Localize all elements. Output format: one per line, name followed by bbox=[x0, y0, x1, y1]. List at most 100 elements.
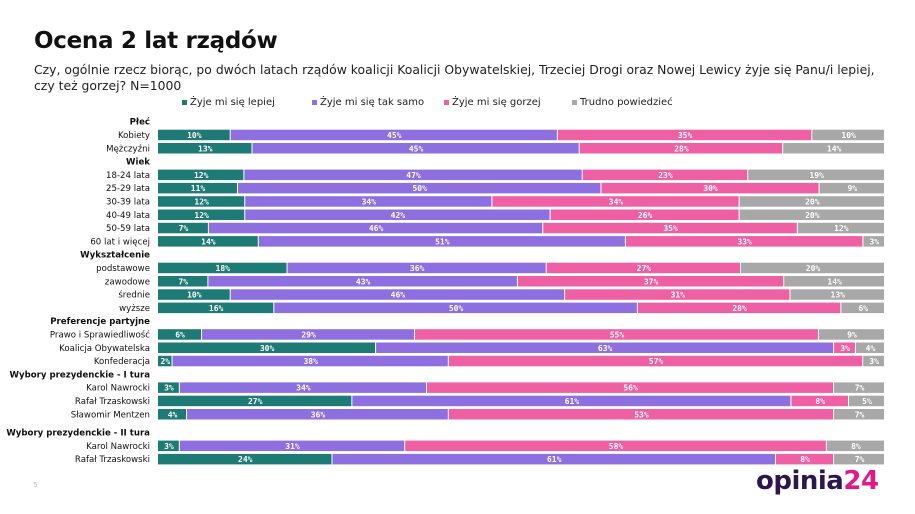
bar-segment-lepiej bbox=[158, 196, 245, 207]
page-number: 5 bbox=[33, 481, 38, 489]
legend-label-tak-samo: Żyje mi się tak samo bbox=[320, 97, 425, 108]
bar-value-label: 19% bbox=[809, 171, 824, 180]
bar-value-label: 58% bbox=[609, 442, 624, 451]
bar-segment-lepiej bbox=[158, 342, 376, 353]
bar-segment-tak-samo bbox=[237, 182, 601, 194]
bar-value-label: 7% bbox=[179, 224, 189, 233]
bar-segment-tak-samo bbox=[258, 236, 625, 247]
bar-value-label: 12% bbox=[194, 197, 209, 206]
bar-segment-gorzej bbox=[557, 129, 812, 141]
bar-segment-gorzej bbox=[834, 342, 855, 353]
bar-value-label: 43% bbox=[356, 277, 371, 286]
bar-value-label: 13% bbox=[198, 144, 213, 153]
bar-value-label: 63% bbox=[598, 344, 613, 353]
bar-segment-lepiej bbox=[158, 209, 245, 220]
bar-segment-trudno bbox=[790, 289, 884, 300]
bar-value-label: 11% bbox=[191, 184, 206, 193]
bar-segment-gorzej bbox=[637, 302, 841, 314]
row-label: 30-39 lata bbox=[106, 197, 150, 207]
bar-value-label: 8% bbox=[851, 442, 861, 451]
bar-value-label: 45% bbox=[409, 144, 424, 153]
bar-value-label: 36% bbox=[410, 264, 425, 273]
row-label: Karol Nawrocki bbox=[86, 442, 150, 452]
row-label: 40-49 lata bbox=[106, 211, 150, 221]
bar-value-label: 6% bbox=[858, 304, 868, 313]
group-heading: Płeć bbox=[130, 117, 150, 128]
row-label: 18-24 lata bbox=[106, 171, 150, 181]
legend-item-lepiej: Żyje mi się lepiej bbox=[182, 97, 312, 108]
bar-value-label: 12% bbox=[194, 171, 209, 180]
bar-value-label: 27% bbox=[637, 264, 652, 273]
bar-segment-gorzej bbox=[517, 276, 784, 287]
bar-segment-trudno bbox=[784, 276, 884, 287]
bar-value-label: 29% bbox=[301, 330, 316, 339]
row-label: średnie bbox=[118, 290, 150, 301]
bar-segment-lepiej bbox=[158, 329, 202, 340]
bar-segment-gorzej bbox=[448, 409, 834, 420]
bar-value-label: 14% bbox=[201, 237, 216, 246]
bar-value-label: 50% bbox=[412, 184, 427, 193]
bar-segment-tak-samo bbox=[230, 289, 565, 300]
row-label: Rafał Trzaskowski bbox=[75, 455, 150, 465]
bar-value-label: 31% bbox=[285, 442, 300, 451]
bar-value-label: 34% bbox=[362, 197, 377, 206]
row-label: 60 lat i więcej bbox=[90, 237, 150, 247]
bar-segment-trudno bbox=[818, 329, 884, 340]
bar-value-label: 3% bbox=[164, 384, 174, 393]
bar-value-label: 18% bbox=[216, 264, 231, 273]
bar-value-label: 3% bbox=[869, 357, 879, 366]
legend-label-gorzej: Żyje mi się gorzej bbox=[452, 97, 541, 108]
bar-value-label: 37% bbox=[644, 277, 659, 286]
bar-value-label: 38% bbox=[303, 357, 318, 366]
bar-value-label: 12% bbox=[194, 211, 209, 220]
bar-segment-lepiej bbox=[158, 355, 172, 367]
bar-segment-trudno bbox=[812, 129, 884, 141]
bar-segment-gorzej bbox=[625, 236, 863, 247]
legend-swatch-trudno bbox=[572, 100, 577, 105]
bar-value-label: 30% bbox=[260, 344, 275, 353]
bar-segment-trudno bbox=[741, 262, 884, 274]
bar-segment-trudno bbox=[834, 382, 884, 393]
bar-segment-tak-samo bbox=[208, 222, 543, 234]
bar-value-label: 9% bbox=[847, 330, 857, 339]
bar-segment-tak-samo bbox=[287, 262, 546, 274]
opinia24-logo: opinia24 bbox=[756, 466, 879, 496]
bar-value-label: 2% bbox=[160, 357, 170, 366]
bar-segment-tak-samo bbox=[230, 129, 557, 141]
bar-value-label: 35% bbox=[678, 131, 693, 140]
bar-segment-gorzej bbox=[448, 355, 863, 367]
bar-segment-gorzej bbox=[579, 143, 783, 154]
bar-segment-lepiej bbox=[158, 143, 252, 154]
bar-segment-tak-samo bbox=[244, 169, 582, 181]
bar-segment-gorzej bbox=[546, 262, 741, 274]
bar-segment-gorzej bbox=[426, 382, 834, 393]
bar-segment-lepiej bbox=[158, 129, 230, 141]
bar-segment-tak-samo bbox=[245, 209, 550, 220]
bar-segment-tak-samo bbox=[245, 196, 492, 207]
bar-value-label: 3% bbox=[869, 237, 879, 246]
bar-segment-gorzej bbox=[415, 329, 818, 340]
row-label: Sławomir Mentzen bbox=[71, 410, 150, 420]
bar-segment-trudno bbox=[748, 169, 884, 181]
row-label: Prawo i Sprawiedliwość bbox=[50, 329, 150, 340]
logo-text-part1: opinia bbox=[756, 466, 844, 496]
page-title: Ocena 2 lat rządów bbox=[34, 28, 278, 54]
bar-value-label: 47% bbox=[406, 171, 421, 180]
bar-segment-trudno bbox=[739, 209, 884, 220]
bar-value-label: 14% bbox=[827, 144, 842, 153]
bar-value-label: 42% bbox=[391, 211, 406, 220]
bar-value-label: 51% bbox=[435, 237, 450, 246]
row-label: Karol Nawrocki bbox=[86, 384, 150, 394]
bar-value-label: 3% bbox=[164, 442, 174, 451]
bar-segment-tak-samo bbox=[172, 355, 448, 367]
bar-value-label: 56% bbox=[623, 384, 638, 393]
bar-value-label: 20% bbox=[806, 264, 821, 273]
row-label: 25-29 lata bbox=[106, 184, 150, 194]
bar-segment-lepiej bbox=[158, 222, 208, 234]
bar-segment-trudno bbox=[834, 409, 884, 420]
bar-segment-tak-samo bbox=[179, 382, 426, 393]
bar-segment-lepiej bbox=[158, 409, 187, 420]
bar-value-label: 7% bbox=[855, 455, 865, 464]
bar-segment-trudno bbox=[739, 196, 884, 207]
bar-segment-gorzej bbox=[775, 453, 834, 465]
